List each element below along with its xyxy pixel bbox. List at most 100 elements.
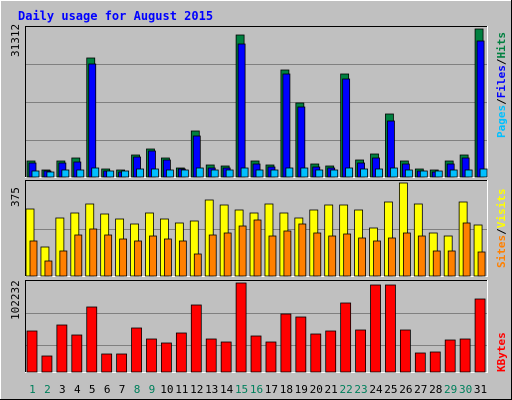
pages-bar bbox=[151, 168, 159, 178]
legend-sites: Sites bbox=[495, 235, 508, 268]
legend-kbytes: KBytes bbox=[495, 332, 508, 372]
hits-panel-max-label: 31312 bbox=[9, 24, 22, 57]
x-tick-label: 4 bbox=[74, 383, 81, 396]
sites-bar bbox=[343, 233, 352, 277]
pages-bar bbox=[91, 167, 100, 178]
pages-bar bbox=[360, 168, 368, 178]
x-tick-label: 31 bbox=[474, 383, 487, 396]
sites-bar bbox=[328, 235, 337, 277]
pages-bar bbox=[419, 170, 428, 178]
x-tick-label: 21 bbox=[325, 383, 338, 396]
sites-bar bbox=[268, 235, 277, 277]
x-tick-label: 16 bbox=[250, 383, 263, 396]
sites-bar bbox=[313, 232, 322, 277]
kbytes-bar bbox=[340, 302, 352, 373]
pages-bar bbox=[434, 170, 443, 178]
legend-files: Files bbox=[495, 65, 508, 98]
sites-bar bbox=[298, 223, 307, 277]
kbytes-bar bbox=[250, 335, 262, 373]
kbytes-bar bbox=[161, 342, 172, 373]
kbytes-bar bbox=[370, 284, 381, 373]
x-tick-label: 1 bbox=[29, 383, 36, 396]
kbytes-bar bbox=[146, 338, 157, 373]
pages-bar bbox=[106, 170, 115, 178]
legend-sep-2: / bbox=[495, 58, 508, 65]
pages-bar bbox=[479, 168, 488, 178]
kbytes-bar bbox=[310, 333, 322, 373]
kbytes-bar bbox=[220, 341, 232, 373]
x-tick-label: 11 bbox=[175, 383, 188, 396]
x-tick-label: 15 bbox=[235, 383, 248, 396]
files-bar bbox=[476, 40, 485, 178]
visits-panel-legend: Sites/Visits bbox=[495, 189, 508, 269]
kbytes-bar bbox=[429, 351, 441, 373]
x-tick-label: 23 bbox=[354, 383, 367, 396]
legend-pages: Pages bbox=[495, 105, 508, 138]
x-tick-label: 6 bbox=[104, 383, 111, 396]
kbytes-panel-legend: KBytes bbox=[495, 332, 508, 372]
sites-bar bbox=[119, 238, 128, 277]
legend-sep-1: / bbox=[495, 98, 508, 105]
sites-bar bbox=[477, 251, 486, 277]
kbytes-bar bbox=[205, 338, 217, 373]
sites-bar bbox=[402, 232, 411, 277]
kbytes-panel-max-label: 102232 bbox=[9, 280, 22, 320]
x-tick-label: 17 bbox=[265, 383, 278, 396]
kbytes-bar bbox=[26, 330, 38, 373]
x-tick-label: 25 bbox=[384, 383, 397, 396]
sites-bar bbox=[373, 240, 381, 277]
kbytes-bar bbox=[280, 313, 292, 373]
sites-bar bbox=[208, 234, 217, 277]
sites-bar bbox=[29, 240, 38, 277]
pages-bar bbox=[225, 169, 234, 178]
kbytes-bar bbox=[414, 352, 426, 373]
x-tick-label: 20 bbox=[310, 383, 323, 396]
sites-bar bbox=[238, 225, 247, 277]
pages-bar bbox=[136, 168, 144, 178]
x-tick-label: 28 bbox=[429, 383, 442, 396]
chart-title: Daily usage for August 2015 bbox=[18, 9, 213, 23]
sites-bar bbox=[74, 234, 83, 277]
kbytes-bar bbox=[175, 332, 187, 373]
sites-bar bbox=[178, 240, 187, 277]
pages-bar bbox=[166, 169, 174, 178]
x-tick-label: 29 bbox=[444, 383, 457, 396]
kbytes-bar bbox=[444, 339, 456, 373]
pages-bar bbox=[270, 169, 279, 178]
sites-bar bbox=[417, 235, 426, 277]
sites-bar bbox=[44, 260, 53, 277]
x-tick-label: 30 bbox=[459, 383, 472, 396]
kbytes-bar bbox=[190, 304, 202, 373]
sites-bar bbox=[358, 237, 366, 277]
kbytes-bar bbox=[325, 330, 337, 373]
pages-bar bbox=[195, 167, 204, 178]
legend-sep-3: / bbox=[495, 228, 508, 235]
kbytes-bar bbox=[295, 316, 307, 373]
x-tick-label: 19 bbox=[295, 383, 308, 396]
x-tick-label: 22 bbox=[339, 383, 352, 396]
kbytes-bar bbox=[116, 353, 128, 373]
pages-bar bbox=[121, 170, 130, 178]
sites-bar bbox=[462, 222, 471, 277]
x-tick-label: 24 bbox=[369, 383, 383, 396]
sites-bar bbox=[89, 228, 98, 277]
sites-bar bbox=[193, 253, 202, 277]
x-tick-label: 3 bbox=[59, 383, 66, 396]
pages-bar bbox=[449, 169, 458, 178]
pages-bar bbox=[330, 169, 339, 178]
files-bar bbox=[342, 78, 351, 178]
pages-bar bbox=[76, 169, 85, 178]
hits-panel-legend: Pages/Files/Hits bbox=[495, 32, 508, 138]
x-tick-label: 7 bbox=[119, 383, 126, 396]
x-tick-label: 8 bbox=[134, 383, 141, 396]
kbytes-bar bbox=[399, 329, 411, 373]
pages-bar bbox=[464, 169, 473, 178]
pages-bar bbox=[390, 167, 398, 178]
pages-bar bbox=[285, 167, 294, 178]
visits-panel-max-label: 375 bbox=[9, 187, 22, 207]
pages-bar bbox=[180, 169, 189, 178]
kbytes-bar bbox=[355, 329, 366, 373]
kbytes-bar bbox=[71, 334, 83, 373]
pages-bar bbox=[210, 169, 219, 178]
